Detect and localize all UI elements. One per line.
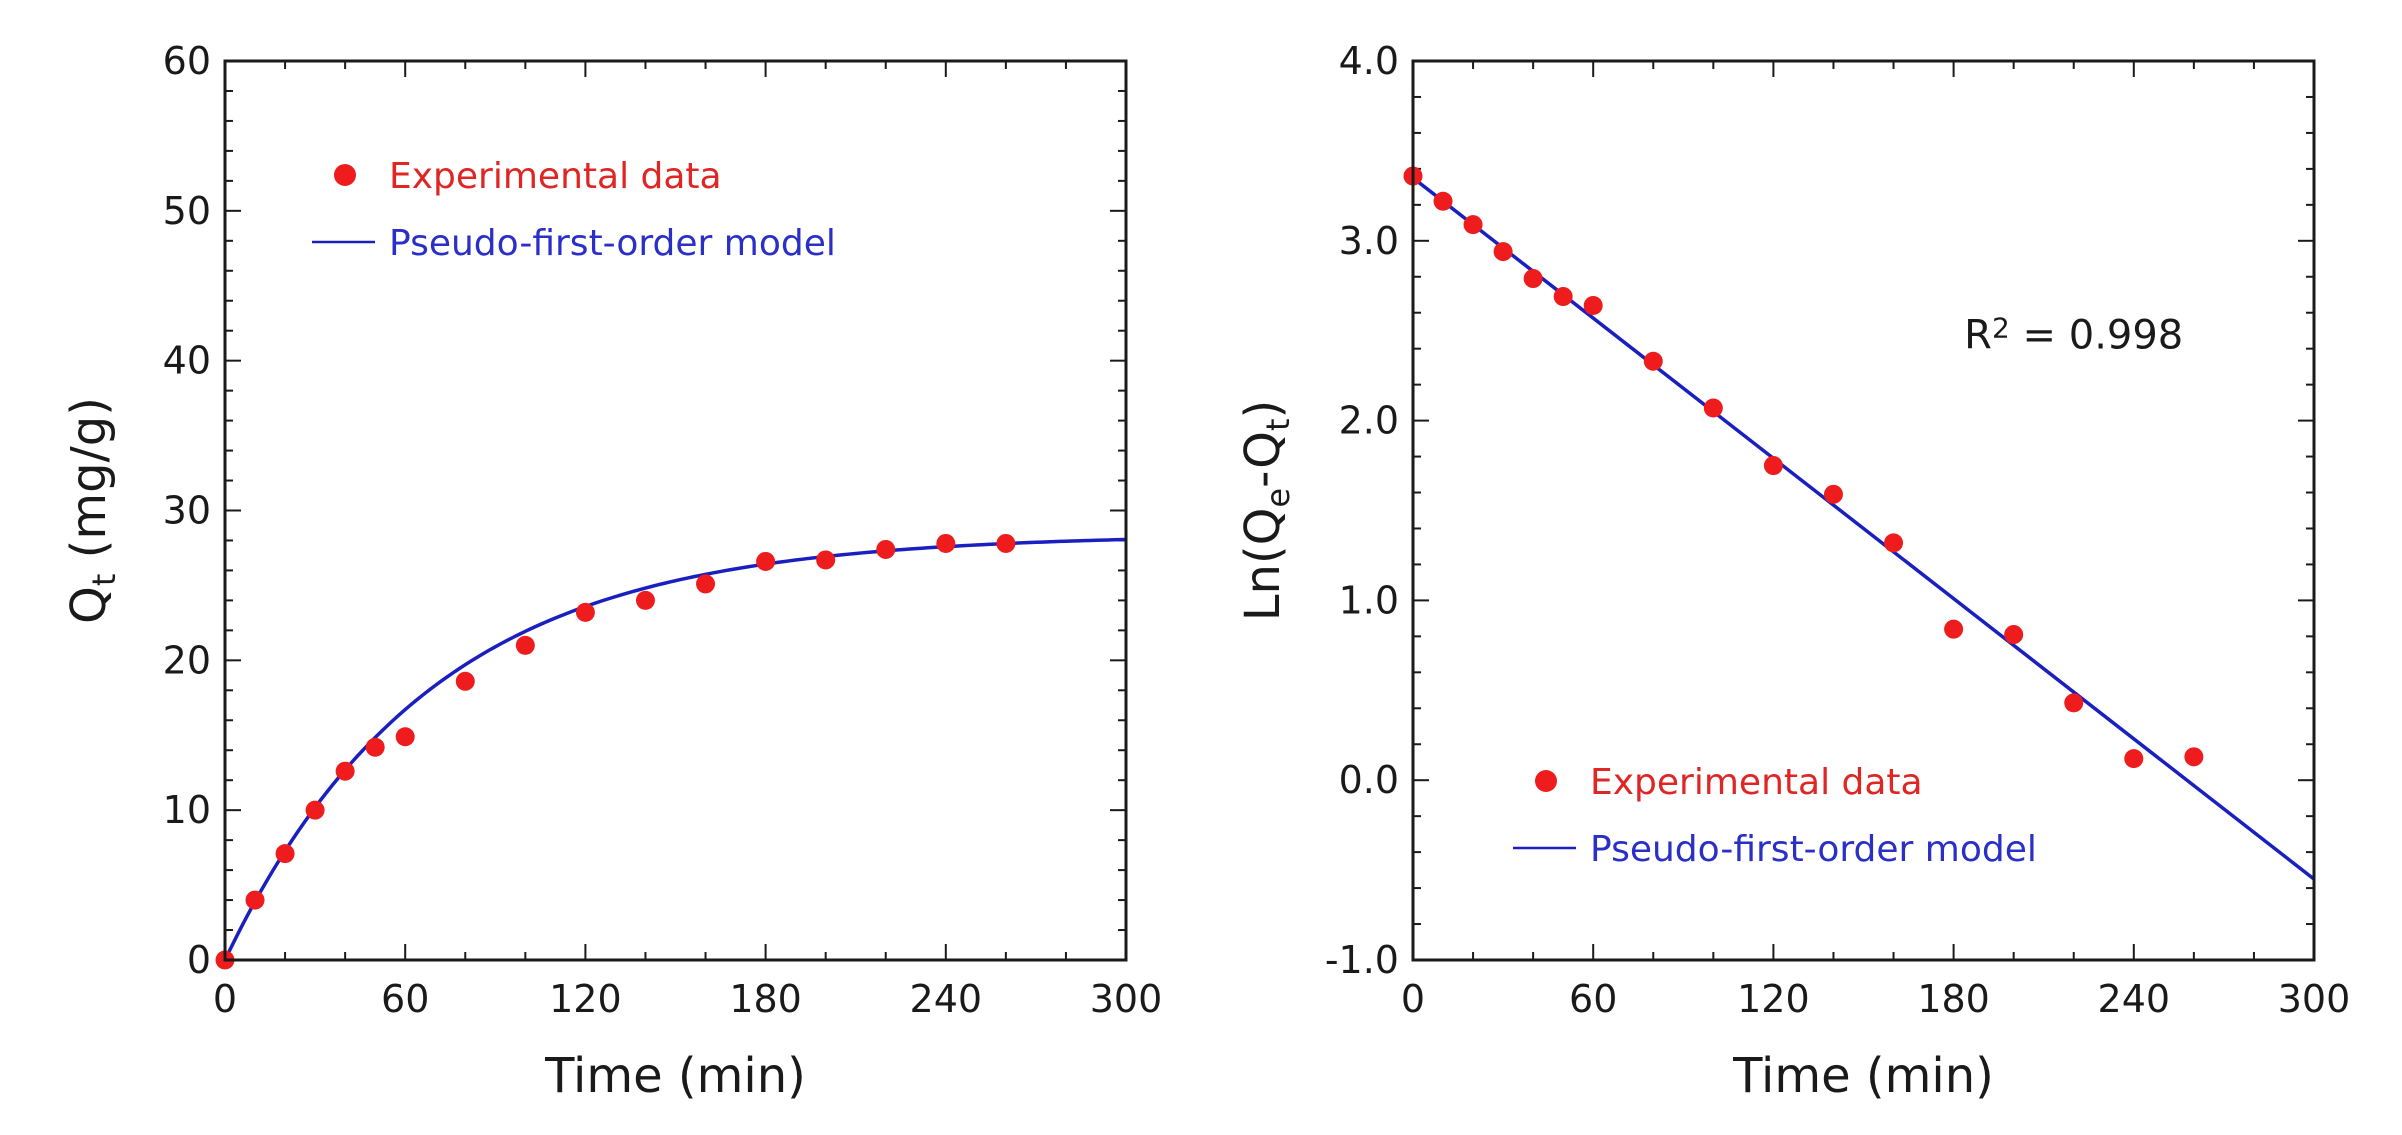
legend: Experimental data Pseudo-first-order mode… xyxy=(312,156,836,264)
left-chart-panel: 0 60 120 180 240 300 0 10 20 30 40 50 60 Time (min) Qt… xyxy=(61,39,1162,1104)
data-point xyxy=(816,550,836,570)
y-axis-title: Qt (mg/g) xyxy=(61,397,123,624)
y-axis-title-subscript: e xyxy=(1259,488,1297,508)
y-tick-label: 40 xyxy=(163,339,211,383)
y-axis-title-part: ) xyxy=(1235,400,1291,419)
data-point xyxy=(275,844,295,864)
x-tick-label: 120 xyxy=(549,977,622,1021)
data-point xyxy=(936,533,956,553)
data-point xyxy=(335,761,355,781)
data-point xyxy=(2064,693,2084,713)
data-point xyxy=(395,727,415,747)
x-tick-label: 60 xyxy=(381,977,429,1021)
data-point xyxy=(876,539,896,559)
x-tick-label: 300 xyxy=(1090,977,1163,1021)
y-tick-label: 30 xyxy=(163,489,211,533)
data-point xyxy=(245,890,265,910)
data-point xyxy=(1703,398,1723,418)
legend-label-model: Pseudo-first-order model xyxy=(389,223,836,264)
legend-label-model: Pseudo-first-order model xyxy=(1590,829,2037,870)
plot-area xyxy=(225,537,1126,960)
data-point xyxy=(365,737,385,757)
x-tick-label: 0 xyxy=(213,977,237,1021)
data-point xyxy=(455,671,475,691)
right-chart-panel: 0 60 120 180 240 300 -1.0 0.0 1.0 2.0 3.0 4.0 Time (… xyxy=(1235,39,2350,1104)
data-point xyxy=(515,635,535,655)
data-point xyxy=(1583,296,1603,316)
x-tick-label: 0 xyxy=(1401,977,1425,1021)
data-point xyxy=(696,574,716,594)
data-point xyxy=(2124,749,2144,769)
y-axis-title-subscript: t xyxy=(85,574,123,587)
y-axis-title-units: (mg/g) xyxy=(61,397,117,574)
x-tick-label: 120 xyxy=(1737,977,1810,1021)
r-squared-superscript: 2 xyxy=(1992,311,2010,344)
data-point xyxy=(1823,484,1843,504)
y-tick-label: 1.0 xyxy=(1339,578,1399,622)
y-axis-title: Ln(Qe-Qt) xyxy=(1235,400,1297,622)
legend-label-experimental: Experimental data xyxy=(389,156,722,197)
data-point xyxy=(1523,269,1543,289)
y-tick-label: 20 xyxy=(163,638,211,682)
legend: Experimental data Pseudo-first-order mode… xyxy=(1513,762,2037,870)
model-fit-line xyxy=(225,537,1126,960)
y-tick-label: 2.0 xyxy=(1339,399,1399,443)
data-point xyxy=(1553,287,1573,307)
y-tick-label: -1.0 xyxy=(1325,938,1399,982)
y-tick-label: 0 xyxy=(187,938,211,982)
y-axis-title-subscript: t xyxy=(1259,418,1297,431)
y-axis-title-main: Q xyxy=(61,586,117,624)
x-tick-label: 240 xyxy=(2098,977,2171,1021)
data-point xyxy=(1643,351,1663,371)
x-tick-label: 60 xyxy=(1569,977,1617,1021)
y-axis-title-part: Ln(Q xyxy=(1235,508,1291,622)
data-point xyxy=(305,800,325,820)
data-point xyxy=(2184,747,2204,767)
x-axis-title: Time (min) xyxy=(1732,1048,1994,1104)
data-point xyxy=(1463,215,1483,235)
data-point xyxy=(2004,625,2024,645)
data-point xyxy=(996,533,1016,553)
y-tick-label: 3.0 xyxy=(1339,219,1399,263)
data-point xyxy=(1763,456,1783,476)
x-tick-label: 300 xyxy=(2278,977,2351,1021)
data-point xyxy=(1884,533,1904,553)
plot-frame xyxy=(223,59,1128,962)
y-tick-label: 10 xyxy=(163,788,211,832)
y-tick-label: 50 xyxy=(163,189,211,233)
y-tick-label: 0.0 xyxy=(1339,758,1399,802)
legend-label-experimental: Experimental data xyxy=(1590,762,1923,803)
x-axis-title: Time (min) xyxy=(544,1048,806,1104)
r-squared-value: = 0.998 xyxy=(2010,313,2183,359)
legend-marker-experimental xyxy=(1535,770,1557,792)
data-point xyxy=(635,590,655,610)
plot-frame xyxy=(1411,59,2316,962)
data-point xyxy=(756,551,776,571)
y-axis-title-part: -Q xyxy=(1235,431,1291,488)
data-point xyxy=(1944,619,1964,639)
x-tick-label: 180 xyxy=(1917,977,1990,1021)
y-tick-label: 4.0 xyxy=(1339,39,1399,83)
r-squared-symbol: R xyxy=(1964,313,1992,359)
legend-marker-experimental xyxy=(334,164,356,186)
x-tick-label: 240 xyxy=(910,977,983,1021)
y-tick-label: 60 xyxy=(163,39,211,83)
data-point xyxy=(1433,191,1453,211)
x-tick-label: 180 xyxy=(729,977,802,1021)
data-point xyxy=(1493,242,1513,262)
data-point xyxy=(575,602,595,622)
r-squared-annotation: R2 = 0.998 xyxy=(1964,311,2183,358)
